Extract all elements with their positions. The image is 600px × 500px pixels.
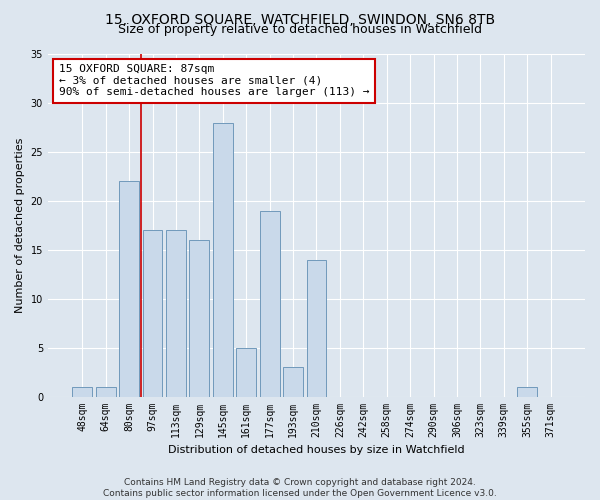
Bar [213,122,233,396]
Bar [283,367,303,396]
Bar [517,387,537,396]
Bar [190,240,209,396]
Text: Size of property relative to detached houses in Watchfield: Size of property relative to detached ho… [118,22,482,36]
Bar [307,260,326,396]
Text: 15, OXFORD SQUARE, WATCHFIELD, SWINDON, SN6 8TB: 15, OXFORD SQUARE, WATCHFIELD, SWINDON, … [105,12,495,26]
Bar [260,210,280,396]
Text: 15 OXFORD SQUARE: 87sqm
← 3% of detached houses are smaller (4)
90% of semi-deta: 15 OXFORD SQUARE: 87sqm ← 3% of detached… [59,64,369,98]
Bar [73,387,92,396]
Text: Contains HM Land Registry data © Crown copyright and database right 2024.
Contai: Contains HM Land Registry data © Crown c… [103,478,497,498]
Y-axis label: Number of detached properties: Number of detached properties [15,138,25,313]
Bar [166,230,186,396]
Bar [119,181,139,396]
Bar [96,387,116,396]
X-axis label: Distribution of detached houses by size in Watchfield: Distribution of detached houses by size … [168,445,465,455]
Bar [143,230,163,396]
Bar [236,348,256,397]
